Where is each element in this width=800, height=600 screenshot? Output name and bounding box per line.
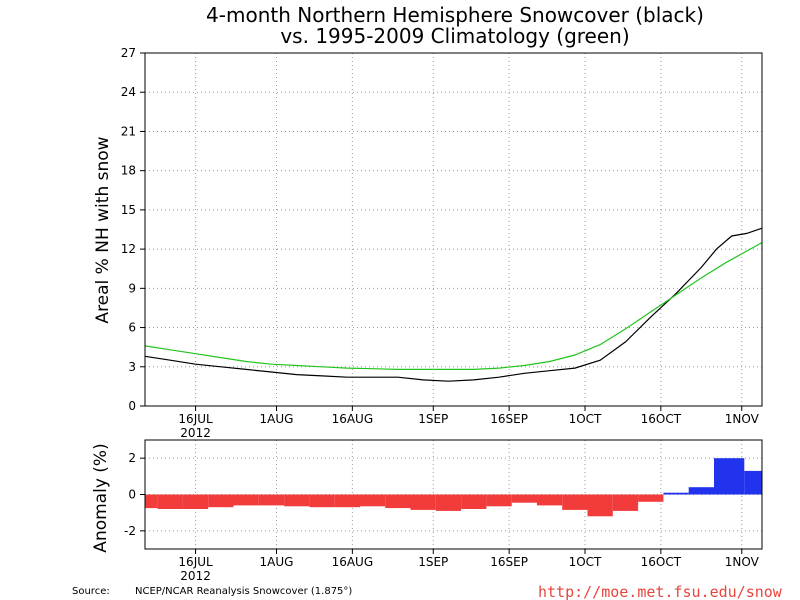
source-url: http://moe.met.fsu.edu/snow — [538, 583, 783, 600]
anomaly-bar — [435, 494, 462, 511]
bottom-x-tick-label: 1NOV — [725, 555, 760, 569]
top-y-tick-label: 15 — [121, 203, 136, 217]
top-y-tick-label: 3 — [128, 360, 136, 374]
anomaly-bar — [258, 494, 285, 506]
anomaly-bar — [638, 494, 664, 502]
top-y-tick-label: 0 — [128, 399, 136, 413]
anomaly-bar — [562, 494, 588, 510]
bottom-x-tick-label: 16AUG — [332, 555, 374, 569]
bottom-x-tick-label: 1SEP — [418, 555, 448, 569]
top-x-tick-label: 1AUG — [260, 412, 294, 426]
top-x-tick-label: 1NOV — [725, 412, 760, 426]
bottom-y-axis-label: Anomaly (%) — [91, 443, 111, 552]
climatology-line — [144, 242, 763, 370]
anomaly-bar — [587, 494, 613, 517]
bottom-x-tick-label: 16SEP — [490, 555, 528, 569]
top-x-tick-label: 16SEP — [490, 412, 528, 426]
top-x-year-label: 2012 — [180, 426, 211, 440]
anomaly-bar — [385, 494, 411, 509]
top-y-tick-label: 24 — [121, 85, 136, 99]
anomaly-bar — [688, 487, 714, 495]
top-y-tick-label: 12 — [121, 242, 136, 256]
top-y-tick-label: 21 — [121, 124, 136, 138]
anomaly-bar — [309, 494, 335, 508]
bottom-x-tick-label: 16OCT — [641, 555, 682, 569]
top-x-tick-label: 1OCT — [569, 412, 602, 426]
bottom-plot-frame — [144, 439, 763, 550]
bottom-y-tick-label: 2 — [128, 451, 136, 465]
bottom-x-year-label: 2012 — [180, 569, 211, 583]
top-y-tick-label: 27 — [121, 46, 136, 60]
anomaly-bar — [233, 494, 259, 506]
top-y-tick-label: 18 — [121, 164, 136, 178]
top-plot-frame — [144, 52, 763, 407]
anomaly-bar — [208, 494, 234, 508]
top-y-tick-label: 6 — [128, 321, 136, 335]
top-x-tick-label: 16AUG — [332, 412, 374, 426]
observed-snowcover-line — [144, 227, 763, 382]
anomaly-bar — [284, 494, 310, 507]
bottom-x-tick-label: 16JUL — [178, 555, 213, 569]
top-y-tick-label: 9 — [128, 281, 136, 295]
chart-subtitle: vs. 1995-2009 Climatology (green) — [280, 24, 629, 48]
anomaly-bar — [145, 494, 158, 509]
bottom-x-tick-label: 1AUG — [260, 555, 294, 569]
anomaly-bar — [461, 494, 487, 509]
anomaly-bar — [359, 494, 386, 507]
anomaly-bar — [334, 494, 360, 508]
chart-title: 4-month Northern Hemisphere Snowcover (b… — [206, 3, 704, 27]
top-x-tick-label: 16OCT — [641, 412, 682, 426]
anomaly-bar — [157, 494, 183, 509]
top-y-axis-label: Areal % NH with snow — [93, 136, 113, 323]
anomaly-bar — [511, 494, 537, 503]
top-x-tick-label: 16JUL — [178, 412, 213, 426]
source-text: NCEP/NCAR Reanalysis Snowcover (1.875°) — [135, 586, 352, 597]
anomaly-bar — [612, 494, 639, 511]
bottom-y-tick-label: -2 — [124, 524, 136, 538]
anomaly-bar — [714, 458, 745, 495]
source-label: Source: — [72, 586, 110, 597]
anomaly-bar — [182, 494, 209, 509]
bottom-y-tick-label: 0 — [128, 488, 136, 502]
anomaly-bar — [744, 470, 762, 495]
anomaly-bar — [536, 494, 563, 506]
bottom-x-tick-label: 1OCT — [569, 555, 602, 569]
anomaly-bar — [410, 494, 436, 510]
anomaly-bar — [486, 494, 512, 507]
anomaly-bar — [663, 492, 689, 495]
top-x-tick-label: 1SEP — [418, 412, 448, 426]
